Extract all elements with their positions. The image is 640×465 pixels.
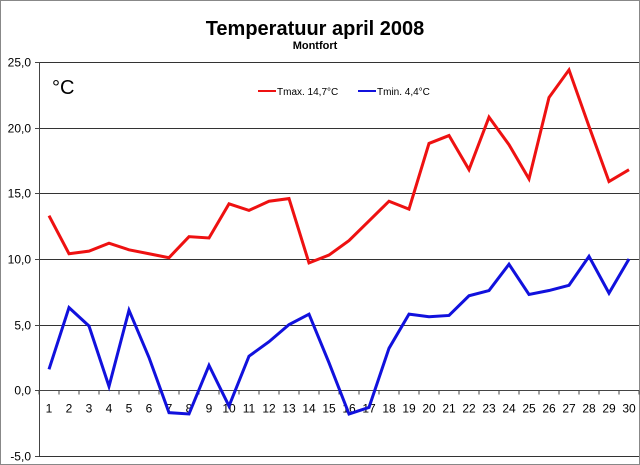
x-tick-label: 8: [186, 402, 193, 416]
x-tick-label: 9: [206, 402, 213, 416]
chart-subtitle: Montfort: [293, 40, 338, 52]
x-tick-label: 22: [462, 402, 476, 416]
x-tick-label: 11: [243, 402, 256, 416]
x-tick-label: 14: [302, 402, 316, 416]
series-line-tmin: [47, 253, 631, 416]
x-tick-label: 6: [146, 402, 153, 416]
x-tick-label: 18: [382, 402, 396, 416]
x-tick-label: 15: [322, 402, 336, 416]
x-tick-label: 29: [602, 402, 616, 416]
x-tick-label: 21: [442, 402, 456, 416]
x-tick-label: 20: [422, 402, 436, 416]
y-tick-label: 0,0: [14, 384, 31, 398]
legend-label: Tmin. 4,4°C: [377, 87, 430, 98]
x-tick-label: 24: [502, 402, 516, 416]
x-tick-label: 2: [66, 402, 73, 416]
x-tick-label: 3: [86, 402, 93, 416]
legend-label: Tmax. 14,7°C: [277, 87, 338, 98]
y-tick-label: 15,0: [8, 187, 32, 201]
x-tick-label: 23: [482, 402, 496, 416]
y-tick-label: 25,0: [8, 56, 32, 70]
y-tick-label: 10,0: [8, 253, 32, 267]
x-tick-label: 7: [166, 402, 173, 416]
x-tick-label: 4: [106, 402, 113, 416]
x-tick-label: 5: [126, 402, 133, 416]
x-tick-label: 26: [542, 402, 556, 416]
x-tick-label: 28: [582, 402, 596, 416]
x-tick-label: 13: [282, 402, 296, 416]
x-tick-label: 30: [622, 402, 636, 416]
y-tick-label: 5,0: [14, 319, 31, 333]
series-line-tmax: [47, 66, 630, 265]
x-tick-label: 27: [562, 402, 576, 416]
x-tick-label: 25: [522, 402, 536, 416]
y-tick-label: 20,0: [8, 122, 32, 136]
x-tick-label: 12: [262, 402, 276, 416]
x-tick-label: 19: [402, 402, 416, 416]
y-tick-label: -5,0: [10, 450, 31, 464]
y-axis-unit: °C: [52, 77, 74, 99]
chart-title: Temperatuur april 2008: [206, 18, 425, 40]
x-tick-label: 1: [46, 402, 53, 416]
